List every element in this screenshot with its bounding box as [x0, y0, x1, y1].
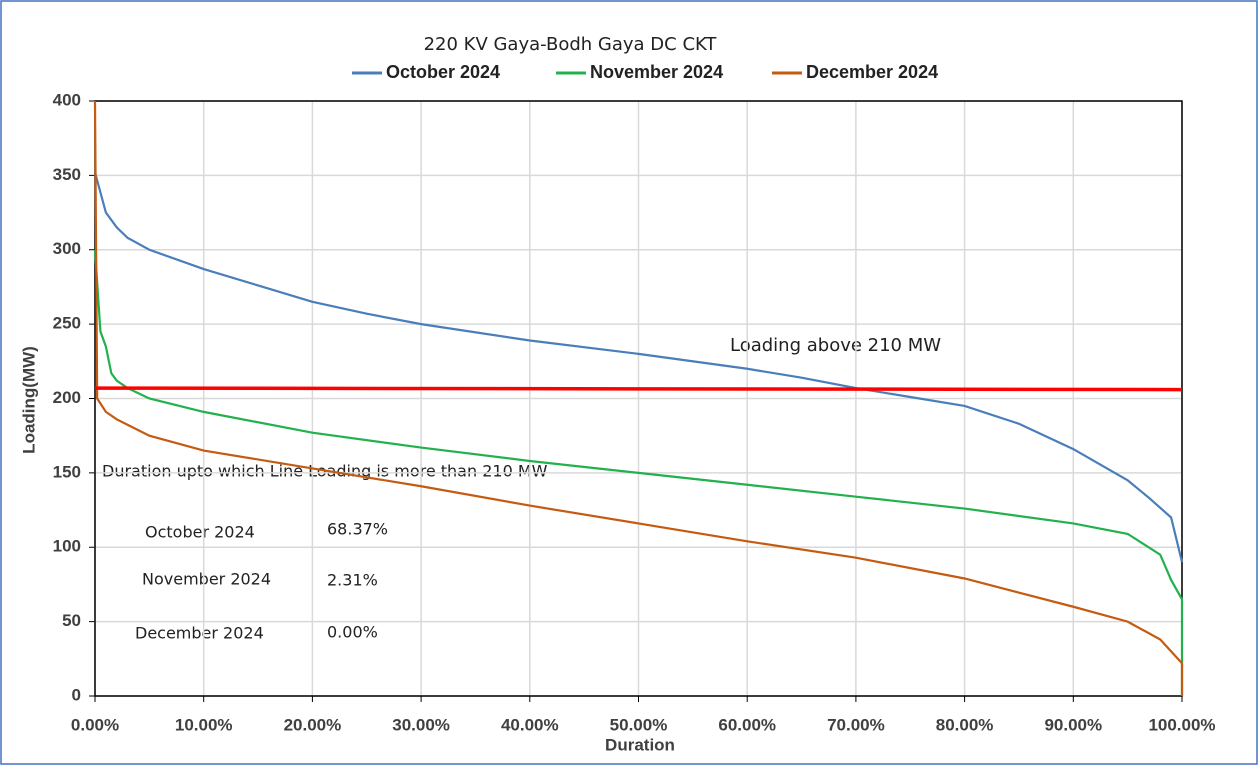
line: [93, 249, 1184, 696]
x-tick-label: 20.00%: [284, 715, 342, 734]
x-tick-label: 70.00%: [827, 715, 885, 734]
legend-label: December 2024: [806, 62, 938, 82]
x-tick-label: 10.00%: [175, 715, 233, 734]
legend-label: October 2024: [386, 62, 500, 82]
x-tick-label: 100.00%: [1148, 715, 1215, 734]
annotation: October 2024: [145, 523, 255, 542]
x-tick-label: 90.00%: [1044, 715, 1102, 734]
annotation: November 2024: [142, 570, 271, 589]
annotation: Loading above 210 MW: [730, 335, 941, 356]
x-tick-label: 30.00%: [392, 715, 450, 734]
plot-border: [94, 100, 1183, 697]
x-tick-label: 0.00%: [71, 715, 119, 734]
y-tick-label: 100: [53, 537, 81, 556]
y-tick-label: 300: [53, 239, 81, 258]
line: [93, 100, 1184, 696]
x-tick-label: 60.00%: [718, 715, 776, 734]
x-axis-label: Duration: [605, 735, 675, 754]
chart-title: 220 KV Gaya-Bodh Gaya DC CKT: [424, 34, 718, 55]
y-tick-label: 400: [53, 90, 81, 109]
y-axis-label: Loading(MW): [19, 346, 38, 454]
line: [93, 172, 1184, 563]
reference-line: [94, 386, 1183, 392]
annotation: 2.31%: [327, 571, 378, 590]
y-tick-label: 150: [53, 462, 81, 481]
annotation: 68.37%: [327, 520, 388, 539]
y-tick-label: 50: [62, 611, 81, 630]
y-tick-label: 250: [53, 314, 81, 333]
x-tick-label: 50.00%: [610, 715, 668, 734]
x-tick-label: 80.00%: [936, 715, 994, 734]
annotation: 0.00%: [327, 623, 378, 642]
y-tick-label: 0: [72, 685, 81, 704]
legend-label: November 2024: [590, 62, 723, 82]
y-tick-label: 350: [53, 165, 81, 184]
y-tick-label: 200: [53, 388, 81, 407]
annotation: December 2024: [135, 624, 264, 643]
x-tick-label: 40.00%: [501, 715, 559, 734]
